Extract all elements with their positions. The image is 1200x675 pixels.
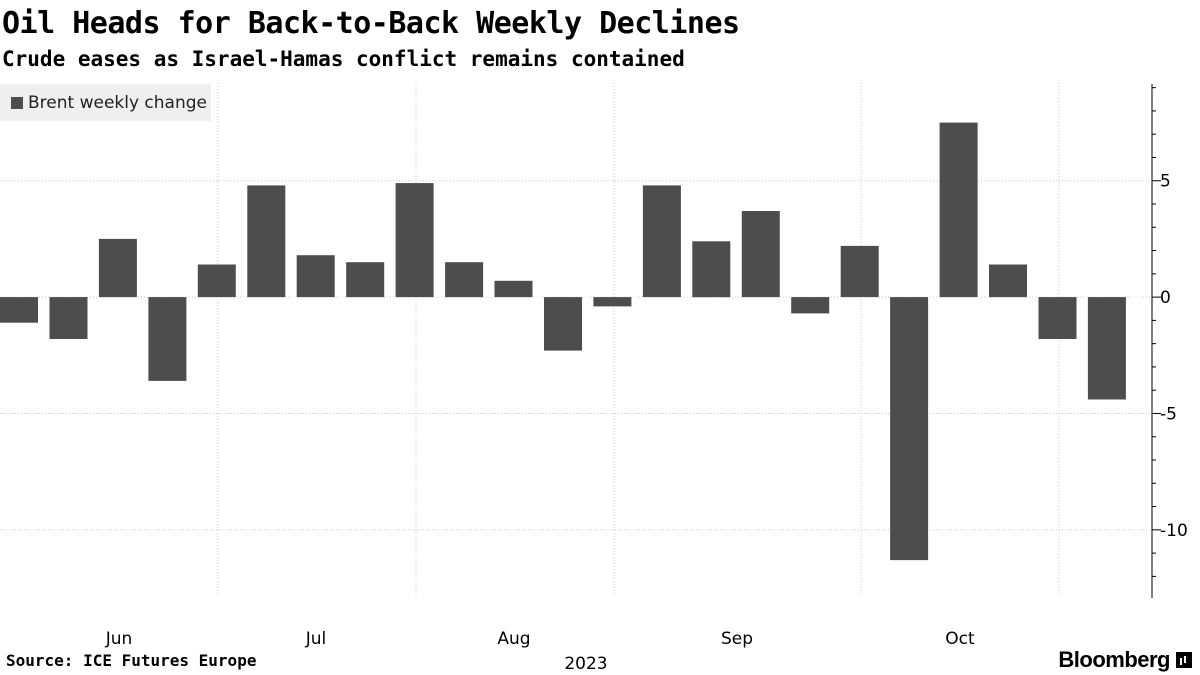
bar-10 [445, 262, 484, 298]
x-year-label: 2023 [564, 654, 607, 674]
bar-23 [1087, 297, 1126, 400]
x-month-label-jul: Jul [305, 629, 327, 649]
y-tick-label-2: -5 [1160, 404, 1177, 424]
x-month-label-sep: Sep [721, 629, 753, 649]
bar-22 [1038, 297, 1077, 339]
bar-8 [346, 262, 385, 298]
bar-15 [692, 241, 731, 298]
bar-2 [49, 297, 88, 339]
bar-9 [395, 183, 434, 298]
bar-12 [544, 297, 582, 351]
legend-label: Brent weekly change [28, 92, 207, 113]
x-month-label-oct: Oct [945, 629, 975, 649]
chart-subtitle: Crude eases as Israel-Hamas conflict rem… [2, 47, 685, 71]
bar-19 [890, 297, 929, 561]
bar-4 [148, 297, 187, 381]
y-tick-label-0: 5 [1160, 172, 1171, 192]
bar-6 [247, 185, 286, 298]
source-note: Source: ICE Futures Europe [6, 651, 257, 670]
chart-legend: Brent weekly change [0, 84, 211, 121]
bar-5 [197, 264, 236, 298]
bar-1 [0, 297, 38, 323]
x-month-label-jun: Jun [105, 629, 133, 649]
y-tick-label-3: -10 [1160, 521, 1188, 541]
bar-18 [840, 245, 879, 298]
x-month-label-aug: Aug [497, 629, 530, 649]
bar-layer [0, 122, 1126, 561]
bar-21 [989, 264, 1027, 298]
bar-16 [741, 211, 780, 298]
y-tick-label-1: 0 [1160, 288, 1171, 308]
bar-20 [939, 122, 978, 298]
bar-13 [593, 297, 632, 307]
bar-11 [494, 280, 533, 298]
bloomberg-logo: Bloomberg [1058, 647, 1192, 673]
chart-title: Oil Heads for Back-to-Back Weekly Declin… [2, 6, 740, 41]
bar-3 [98, 238, 137, 298]
axis-layer: 5 0 -5 -10 Jun Jul Aug Sep Oct 2023 [105, 84, 1188, 674]
brand-name: Bloomberg [1058, 647, 1170, 672]
bar-17 [791, 297, 830, 314]
bar-7 [296, 255, 335, 298]
bloomberg-terminal-icon [1176, 652, 1192, 668]
legend-swatch [11, 96, 23, 109]
bar-14 [642, 185, 681, 298]
